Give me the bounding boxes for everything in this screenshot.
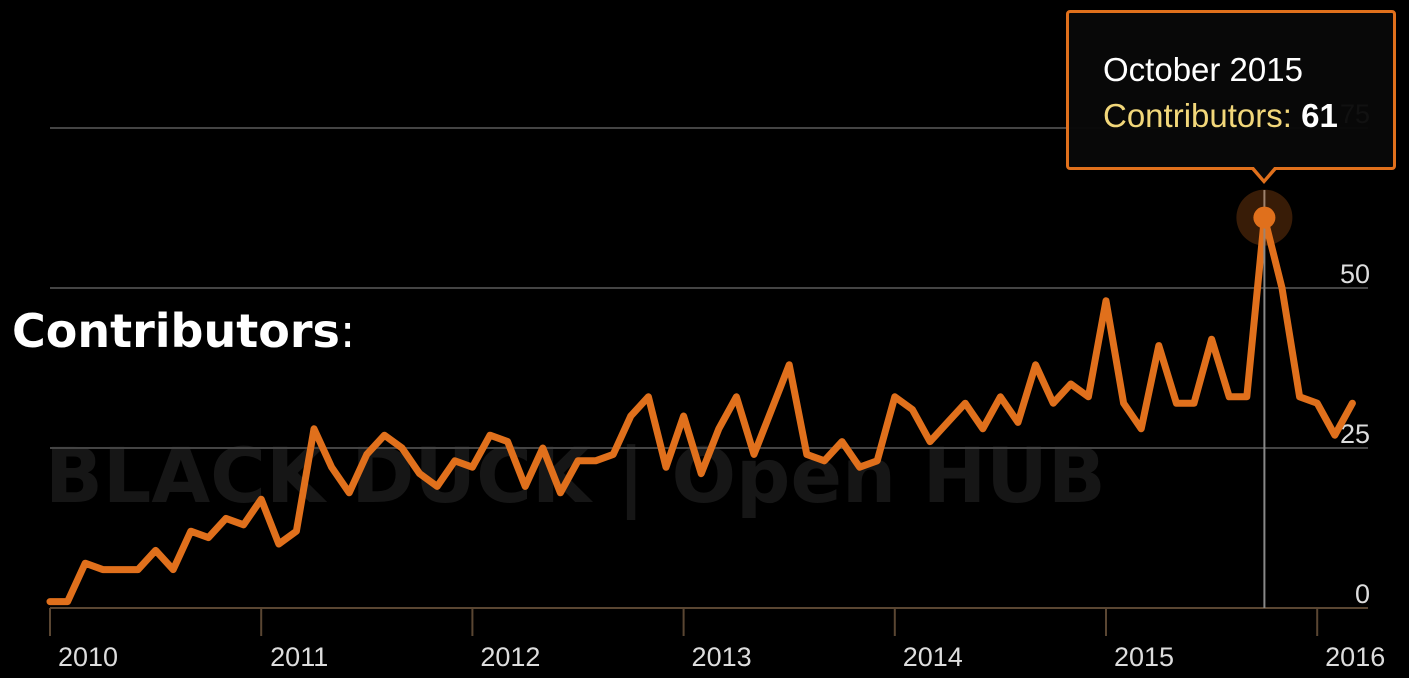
tooltip-date: October 2015 (1103, 51, 1303, 89)
series-line-contributors (50, 218, 1352, 602)
tooltip: October 2015 Contributors: 61 (1066, 10, 1396, 170)
x-tick-label-2014: 2014 (903, 642, 963, 672)
watermark: BLACK DUCK | Open HUB (45, 431, 1106, 521)
y-tick-label-50: 50 (1340, 259, 1370, 289)
x-tick-label-2015: 2015 (1114, 642, 1174, 672)
x-tick-label-2016: 2016 (1325, 642, 1385, 672)
tooltip-metric-value: 61 (1301, 97, 1338, 134)
grid-lines (50, 128, 1368, 448)
x-tick-label-2010: 2010 (58, 642, 118, 672)
heading-colon: : (340, 304, 356, 358)
tooltip-metric: Contributors: 61 (1103, 97, 1338, 135)
chart-heading: Contributors: (12, 304, 355, 358)
x-tick-label-2012: 2012 (480, 642, 540, 672)
x-tick-label-2011: 2011 (270, 642, 328, 672)
series-contributors (50, 218, 1352, 602)
heading-text: Contributors (12, 304, 340, 358)
tooltip-metric-label: Contributors: (1103, 97, 1292, 134)
tooltip-pointer-inner (1253, 166, 1275, 179)
y-axis: 0255075 (1340, 99, 1370, 609)
y-tick-label-0: 0 (1355, 579, 1370, 609)
hover-point (1253, 207, 1275, 229)
x-axis: 2010 2011 2012 2013 2014 2015 2016 (50, 608, 1385, 672)
x-tick-label-2013: 2013 (692, 642, 752, 672)
